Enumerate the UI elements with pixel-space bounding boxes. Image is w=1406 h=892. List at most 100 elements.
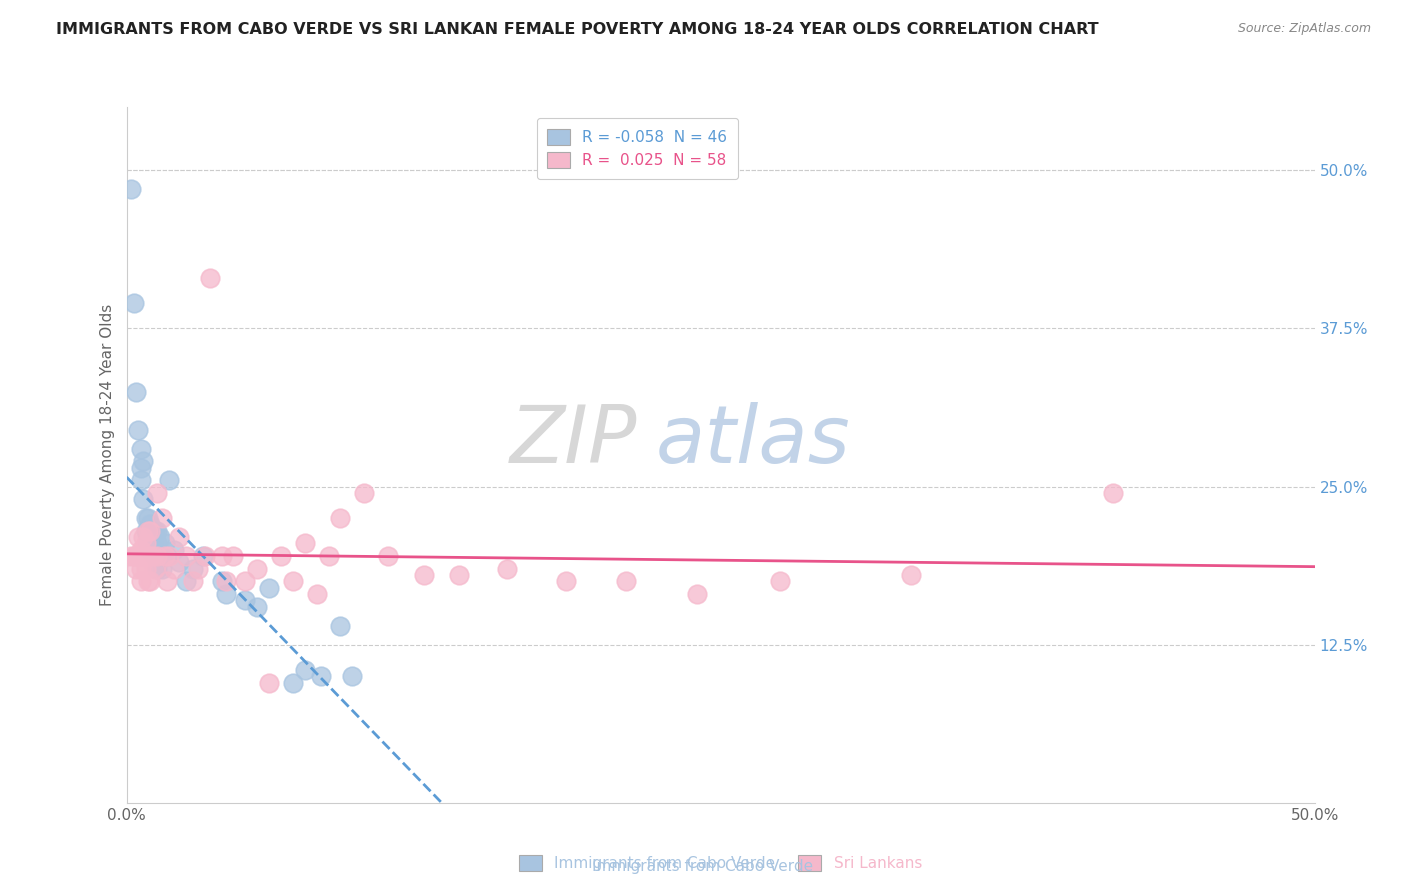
- Point: [156, 549, 179, 563]
- Point: [305, 587, 328, 601]
- Point: [135, 549, 157, 563]
- Point: [139, 517, 162, 532]
- Point: [129, 473, 152, 487]
- Point: [174, 574, 197, 589]
- Legend: Immigrants from Cabo Verde, Sri Lankans: Immigrants from Cabo Verde, Sri Lankans: [512, 847, 929, 879]
- Point: [163, 542, 186, 557]
- Text: atlas: atlas: [655, 402, 851, 480]
- Point: [129, 460, 152, 475]
- Point: [149, 530, 172, 544]
- Point: [257, 675, 280, 690]
- Point: [233, 593, 256, 607]
- Point: [142, 549, 165, 563]
- Point: [129, 442, 152, 456]
- Point: [122, 549, 145, 563]
- Point: [135, 536, 157, 550]
- Point: [150, 549, 173, 563]
- Point: [233, 574, 256, 589]
- Point: [136, 549, 159, 563]
- Point: [146, 562, 169, 576]
- Point: [157, 549, 180, 563]
- Point: [246, 599, 269, 614]
- Point: [125, 549, 148, 563]
- Point: [311, 669, 333, 683]
- Point: [246, 562, 269, 576]
- Point: [281, 574, 304, 589]
- Point: [215, 574, 238, 589]
- Point: [139, 574, 162, 589]
- Point: [157, 473, 180, 487]
- Point: [146, 524, 169, 538]
- Point: [139, 524, 162, 538]
- Point: [135, 562, 157, 576]
- Point: [143, 562, 166, 576]
- Text: Source: ZipAtlas.com: Source: ZipAtlas.com: [1237, 22, 1371, 36]
- Point: [136, 524, 159, 538]
- Point: [163, 562, 186, 576]
- Point: [139, 549, 162, 563]
- Point: [181, 574, 204, 589]
- Y-axis label: Female Poverty Among 18-24 Year Olds: Female Poverty Among 18-24 Year Olds: [100, 304, 115, 606]
- Point: [222, 549, 245, 563]
- Point: [294, 536, 316, 550]
- Point: [136, 574, 159, 589]
- Point: [211, 549, 233, 563]
- Point: [153, 536, 176, 550]
- Text: Immigrants from Cabo Verde: Immigrants from Cabo Verde: [592, 859, 814, 874]
- Point: [142, 524, 165, 538]
- Point: [135, 524, 157, 538]
- Point: [142, 536, 165, 550]
- Point: [281, 675, 304, 690]
- Point: [143, 542, 166, 557]
- Point: [900, 568, 922, 582]
- Point: [215, 587, 238, 601]
- Text: ZIP: ZIP: [510, 402, 637, 480]
- Point: [198, 270, 221, 285]
- Point: [191, 549, 214, 563]
- Point: [132, 492, 155, 507]
- Point: [132, 549, 155, 563]
- Point: [412, 568, 434, 582]
- Point: [156, 574, 179, 589]
- Point: [132, 454, 155, 468]
- Point: [139, 542, 162, 557]
- Point: [174, 549, 197, 563]
- Point: [139, 530, 162, 544]
- Text: IMMIGRANTS FROM CABO VERDE VS SRI LANKAN FEMALE POVERTY AMONG 18-24 YEAR OLDS CO: IMMIGRANTS FROM CABO VERDE VS SRI LANKAN…: [56, 22, 1099, 37]
- Point: [329, 511, 352, 525]
- Point: [129, 574, 152, 589]
- Point: [120, 549, 142, 563]
- Point: [132, 530, 155, 544]
- Point: [318, 549, 340, 563]
- Point: [449, 568, 471, 582]
- Point: [127, 423, 149, 437]
- Point: [127, 530, 149, 544]
- Point: [122, 296, 145, 310]
- Point: [125, 384, 148, 399]
- Point: [342, 669, 364, 683]
- Point: [150, 511, 173, 525]
- Point: [167, 556, 190, 570]
- Point: [1101, 486, 1123, 500]
- Point: [146, 486, 169, 500]
- Point: [127, 549, 149, 563]
- Point: [614, 574, 637, 589]
- Point: [377, 549, 399, 563]
- Point: [769, 574, 792, 589]
- Point: [143, 524, 166, 538]
- Point: [329, 618, 352, 632]
- Point: [136, 524, 159, 538]
- Point: [686, 587, 709, 601]
- Point: [129, 562, 152, 576]
- Point: [146, 549, 169, 563]
- Point: [257, 581, 280, 595]
- Point: [150, 562, 173, 576]
- Point: [187, 562, 209, 576]
- Point: [136, 511, 159, 525]
- Point: [153, 549, 176, 563]
- Point: [120, 182, 142, 196]
- Point: [555, 574, 578, 589]
- Point: [135, 511, 157, 525]
- Point: [125, 562, 148, 576]
- Point: [353, 486, 375, 500]
